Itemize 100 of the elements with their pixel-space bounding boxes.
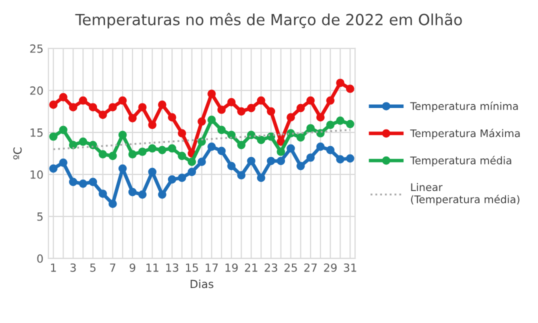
point	[49, 100, 58, 109]
point	[296, 162, 305, 170]
point	[78, 96, 88, 105]
point	[346, 154, 354, 163]
x-tick-label: 27	[304, 263, 317, 272]
point	[247, 156, 256, 166]
x-tick-label: 31	[344, 263, 356, 272]
x-tick-label: 7	[110, 264, 116, 272]
point	[237, 107, 246, 116]
point	[316, 113, 325, 122]
point	[188, 168, 196, 176]
point	[306, 153, 315, 162]
y-tick-label: 10	[30, 170, 43, 179]
point	[178, 174, 186, 182]
point	[286, 144, 295, 153]
y-tick-label: 15	[30, 128, 43, 137]
point	[168, 175, 176, 184]
point	[138, 148, 147, 156]
point	[266, 156, 276, 166]
y-axis-title: ºC	[13, 148, 22, 160]
point	[59, 126, 68, 134]
x-tick-label: 13	[166, 263, 178, 272]
point	[296, 133, 305, 142]
point	[98, 150, 107, 158]
x-tick-label: 17	[206, 264, 218, 272]
point	[118, 164, 127, 173]
point	[178, 152, 186, 160]
point	[108, 103, 117, 112]
point	[227, 130, 236, 140]
point	[217, 106, 226, 114]
point	[326, 146, 335, 154]
point	[49, 132, 58, 141]
point	[68, 178, 78, 186]
point	[59, 158, 68, 167]
x-tick-label: 5	[90, 264, 96, 272]
point	[158, 100, 166, 109]
point	[336, 116, 344, 125]
point	[68, 103, 78, 112]
point	[49, 164, 58, 173]
x-tick-label: 29	[324, 263, 337, 272]
point	[78, 179, 88, 188]
point	[336, 155, 344, 164]
point	[168, 113, 176, 122]
point	[88, 140, 98, 150]
point	[138, 103, 147, 112]
point	[118, 130, 127, 140]
x-tick-label: 9	[130, 263, 136, 272]
point	[68, 140, 78, 150]
x-tick-label: 19	[226, 263, 238, 272]
point	[227, 162, 236, 170]
x-axis-title: Dias	[190, 280, 214, 288]
point	[256, 136, 266, 144]
y-tick-label: 5	[37, 212, 43, 221]
point	[286, 113, 295, 122]
point	[108, 200, 117, 208]
y-tick-label: 25	[30, 44, 43, 53]
point	[158, 190, 166, 199]
point	[98, 190, 107, 198]
point	[128, 114, 137, 122]
point	[148, 144, 156, 153]
point	[316, 142, 325, 151]
point	[256, 174, 266, 182]
chart-title: Temperaturas no mês de Março de 2022 em Olhão	[75, 12, 462, 28]
point	[336, 78, 344, 88]
point	[296, 104, 305, 112]
point	[158, 146, 166, 154]
legend-label: Temperatura mínima	[410, 102, 518, 112]
y-tick-label: 20	[30, 86, 43, 95]
point	[138, 190, 147, 199]
point	[326, 120, 335, 130]
point	[247, 104, 256, 112]
x-tick-label: 3	[70, 263, 76, 272]
point	[88, 103, 98, 112]
x-tick-label: 15	[186, 264, 198, 272]
point	[217, 146, 226, 156]
point	[346, 120, 354, 128]
x-tick-label: 1	[51, 264, 56, 272]
point	[59, 92, 68, 102]
legend-label: Linear (Temperatura média)	[411, 183, 520, 206]
legend-label: Temperatura média	[410, 156, 512, 166]
point	[276, 138, 286, 146]
point	[207, 142, 216, 151]
legend-label: Temperatura Máxima	[410, 128, 520, 140]
point	[178, 129, 186, 138]
x-tick-label: 21	[244, 263, 258, 272]
point	[207, 116, 216, 124]
point	[148, 120, 156, 130]
point	[346, 84, 354, 93]
x-tick-label: 11	[146, 264, 158, 272]
point	[276, 156, 286, 166]
point	[306, 124, 315, 132]
point	[306, 96, 315, 105]
point	[198, 117, 206, 126]
point	[207, 90, 216, 98]
point	[78, 138, 88, 146]
point	[98, 110, 107, 119]
x-tick-label: 25	[284, 263, 297, 272]
point	[227, 98, 236, 106]
point	[198, 158, 206, 166]
point	[276, 148, 286, 156]
